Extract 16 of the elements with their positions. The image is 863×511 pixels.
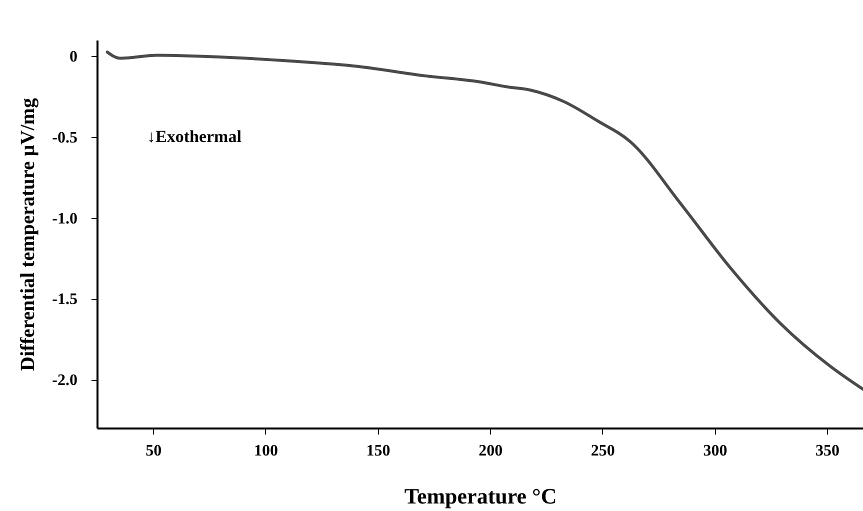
x-tick-label: 100 (254, 442, 278, 460)
x-tick-label: 300 (703, 442, 728, 460)
x-tick-label: 250 (590, 442, 615, 460)
line-series (106, 50, 863, 391)
y-tick-label: 0 (70, 48, 78, 66)
x-tick-label: 150 (366, 442, 390, 460)
y-tick-label: -2.0 (52, 372, 78, 389)
x-tick-label: 50 (146, 442, 162, 460)
y-tick-label: -1.0 (52, 210, 78, 228)
x-tick-label: 200 (478, 442, 503, 460)
x-tick-label: 350 (816, 442, 840, 460)
y-tick-label: -0.5 (52, 130, 78, 146)
x-axis-title: Temperature °C (404, 484, 557, 508)
annotation: ↓Exothermal (147, 127, 242, 146)
y-axis-title: Differential temperature µV/mg (17, 98, 40, 371)
y-tick-label: -1.5 (52, 291, 78, 308)
